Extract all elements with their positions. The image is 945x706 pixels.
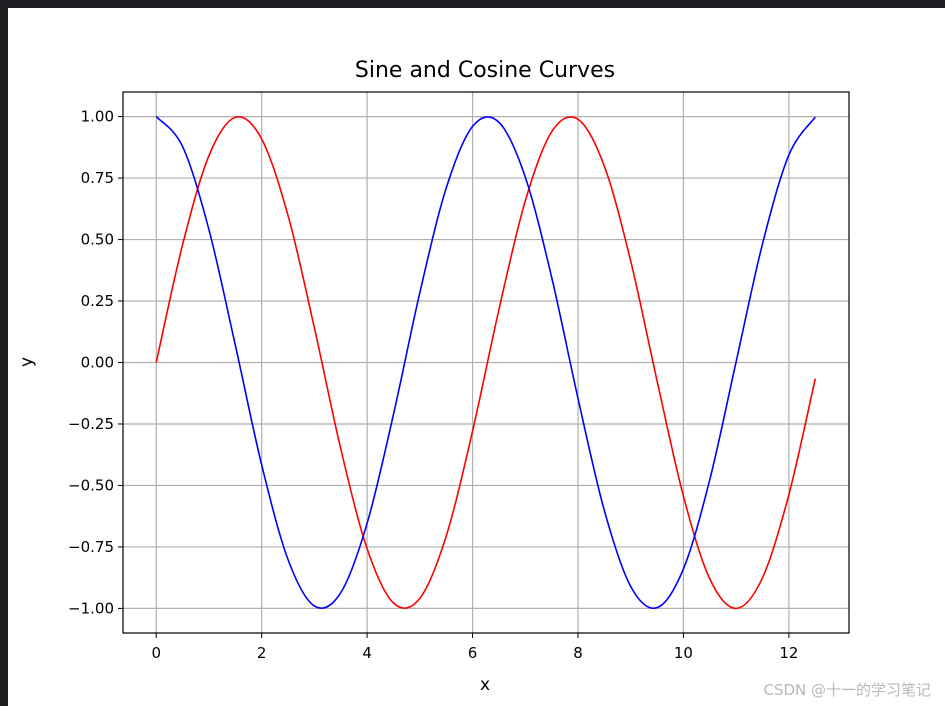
series-line-2 <box>155 116 816 610</box>
chart-title: Sine and Cosine Curves <box>355 58 615 83</box>
x-tick-label: 10 <box>674 644 693 662</box>
series-lines <box>155 115 817 610</box>
y-tick-label: 1.00 <box>81 108 114 126</box>
x-tick-label: 4 <box>362 644 372 662</box>
x-tick-label: 6 <box>468 644 478 662</box>
figure: Sine and Cosine Curves x y 0 2 4 6 8 10 12 1.00… <box>8 8 945 706</box>
y-tick-label: 0.75 <box>81 169 114 187</box>
y-tick-label: 0.50 <box>81 231 114 249</box>
y-tick-label: −0.75 <box>68 538 114 556</box>
x-tick-label: 8 <box>573 644 583 662</box>
x-tick-label: 12 <box>779 644 798 662</box>
x-axis-label: x <box>480 675 490 695</box>
y-axis-label: y <box>17 357 37 367</box>
grid-lines <box>123 92 849 633</box>
axis-ticks: 0 2 4 6 8 10 12 1.00 0.75 0.50 0.25 0.00 −0.25 −0.50 −… <box>68 108 798 662</box>
x-tick-label: 0 <box>151 644 161 662</box>
y-tick-label: −1.00 <box>68 599 114 617</box>
y-tick-label: −0.25 <box>68 415 114 433</box>
y-tick-label: −0.50 <box>68 476 114 494</box>
chart: Sine and Cosine Curves x y 0 2 4 6 8 10 12 1.00… <box>17 58 850 695</box>
series-line-1 <box>155 115 817 610</box>
x-tick-label: 2 <box>257 644 267 662</box>
y-tick-label: 0.25 <box>81 292 114 310</box>
watermark-text: CSDN @十一的学习笔记 <box>763 681 931 699</box>
y-tick-label: 0.00 <box>81 354 114 372</box>
